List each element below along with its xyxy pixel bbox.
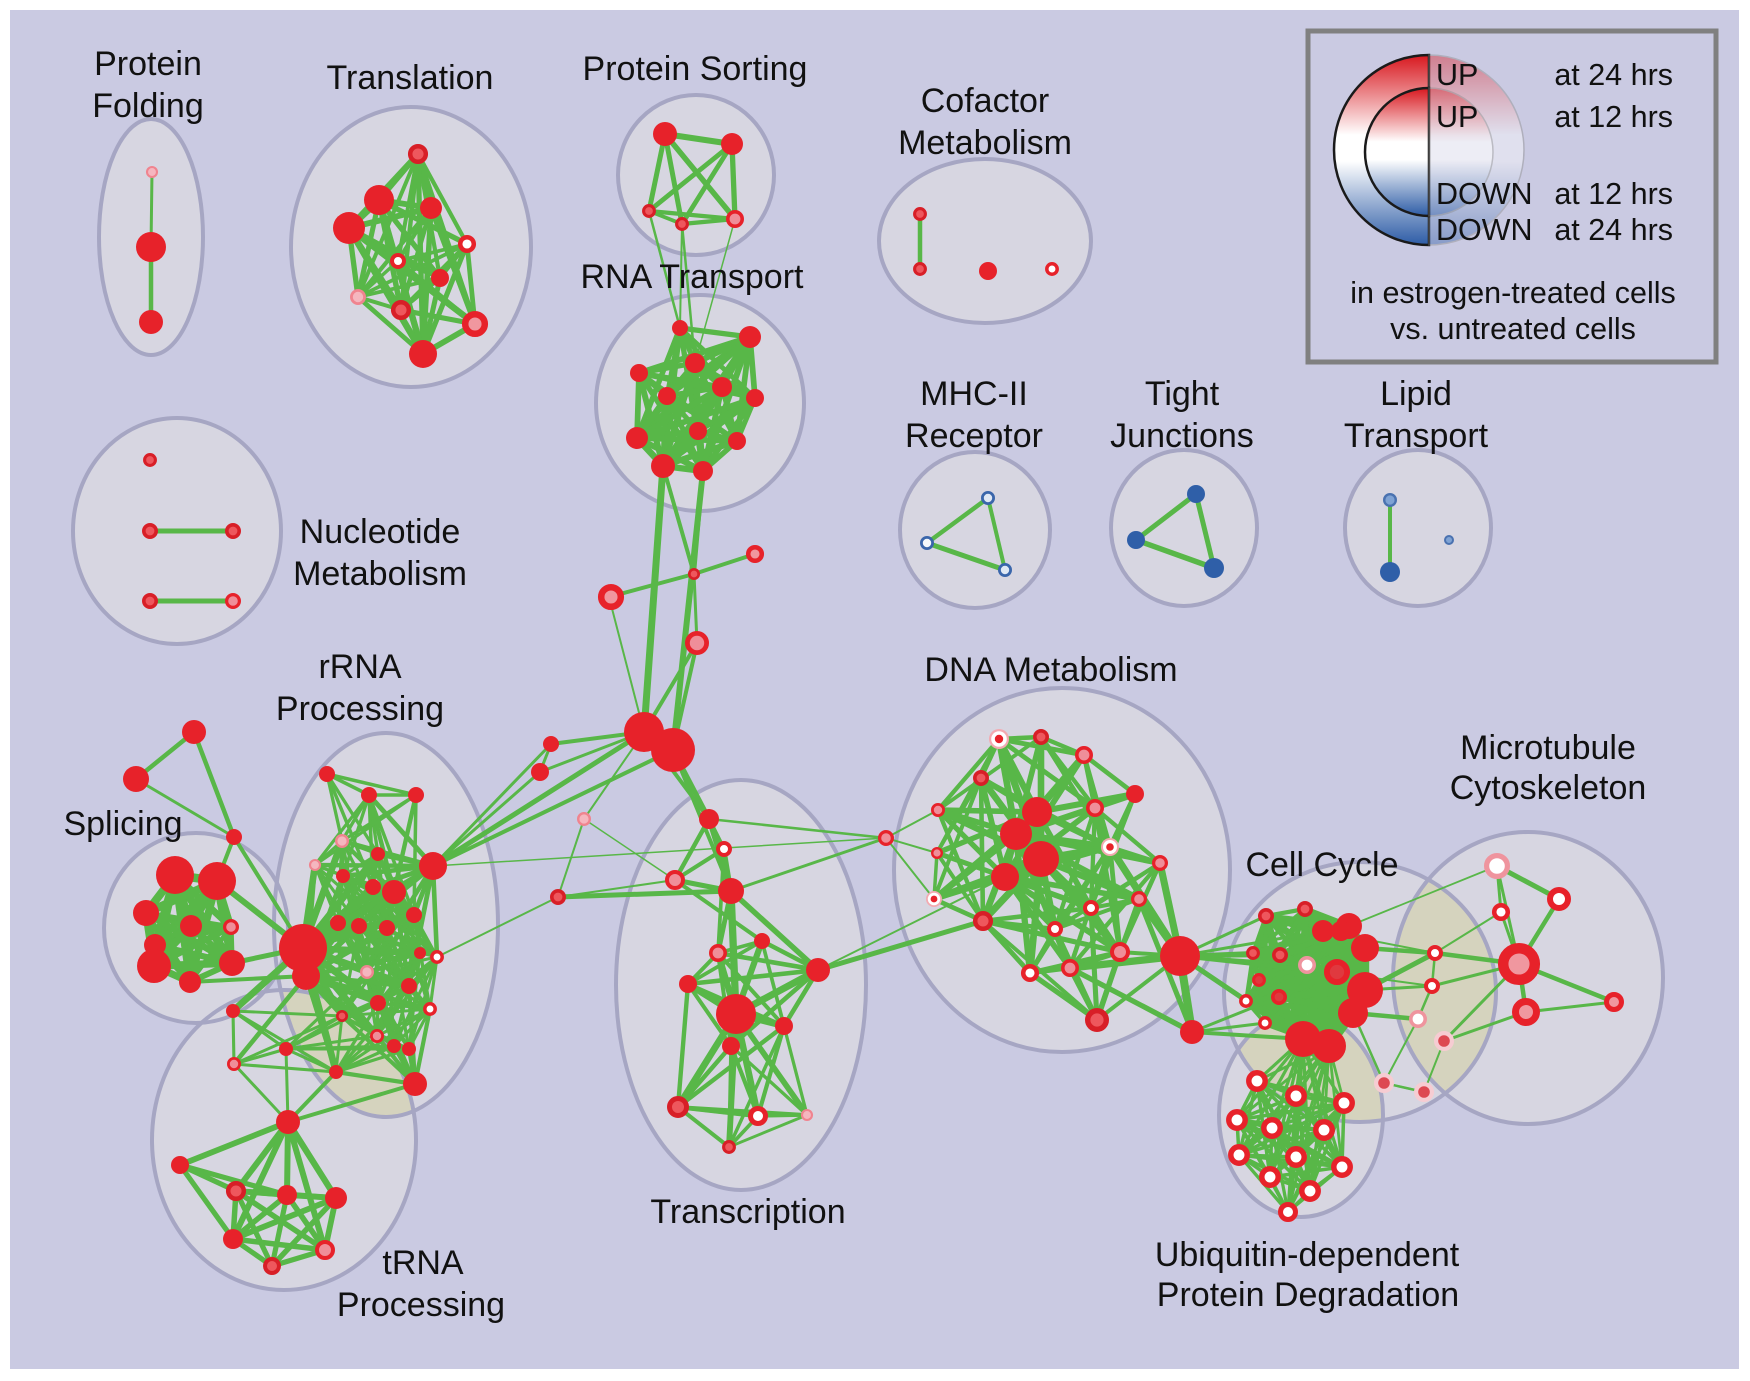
svg-text:DOWN: DOWN: [1436, 213, 1533, 247]
svg-text:Translation: Translation: [327, 59, 494, 97]
svg-text:rRNA: rRNA: [318, 648, 401, 686]
svg-text:in estrogen-treated cells: in estrogen-treated cells: [1350, 276, 1676, 310]
svg-text:MHC-II: MHC-II: [920, 375, 1028, 413]
svg-text:UP: UP: [1436, 58, 1478, 92]
svg-text:Protein Degradation: Protein Degradation: [1157, 1276, 1459, 1314]
svg-text:Metabolism: Metabolism: [898, 124, 1072, 162]
svg-text:DNA Metabolism: DNA Metabolism: [924, 651, 1177, 689]
svg-text:RNA Transport: RNA Transport: [581, 258, 805, 296]
svg-text:Processing: Processing: [337, 1286, 505, 1324]
svg-text:Processing: Processing: [276, 690, 444, 728]
svg-text:at 24 hrs: at 24 hrs: [1554, 58, 1673, 92]
svg-text:tRNA: tRNA: [382, 1244, 464, 1282]
svg-text:Cytoskeleton: Cytoskeleton: [1450, 769, 1647, 807]
svg-text:Microtubule: Microtubule: [1460, 729, 1636, 767]
svg-text:Transport: Transport: [1344, 417, 1489, 455]
svg-text:Junctions: Junctions: [1110, 417, 1254, 455]
svg-text:at 12 hrs: at 12 hrs: [1554, 100, 1673, 134]
svg-text:at 12 hrs: at 12 hrs: [1554, 177, 1673, 211]
svg-text:vs. untreated cells: vs. untreated cells: [1390, 312, 1636, 346]
svg-text:Receptor: Receptor: [905, 417, 1043, 455]
svg-text:Lipid: Lipid: [1380, 375, 1452, 413]
svg-text:Transcription: Transcription: [650, 1193, 845, 1231]
svg-text:at 24 hrs: at 24 hrs: [1554, 213, 1673, 247]
svg-text:Folding: Folding: [92, 87, 204, 125]
svg-text:Metabolism: Metabolism: [293, 555, 467, 593]
svg-text:UP: UP: [1436, 100, 1478, 134]
svg-text:Protein: Protein: [94, 45, 202, 83]
svg-text:Nucleotide: Nucleotide: [300, 513, 461, 551]
svg-text:Cofactor: Cofactor: [921, 82, 1050, 120]
svg-text:Cell Cycle: Cell Cycle: [1245, 846, 1398, 884]
svg-text:Tight: Tight: [1145, 375, 1220, 413]
svg-text:Ubiquitin-dependent: Ubiquitin-dependent: [1155, 1236, 1460, 1274]
svg-text:Splicing: Splicing: [63, 805, 182, 843]
svg-text:Protein Sorting: Protein Sorting: [583, 50, 808, 88]
svg-text:DOWN: DOWN: [1436, 177, 1533, 211]
